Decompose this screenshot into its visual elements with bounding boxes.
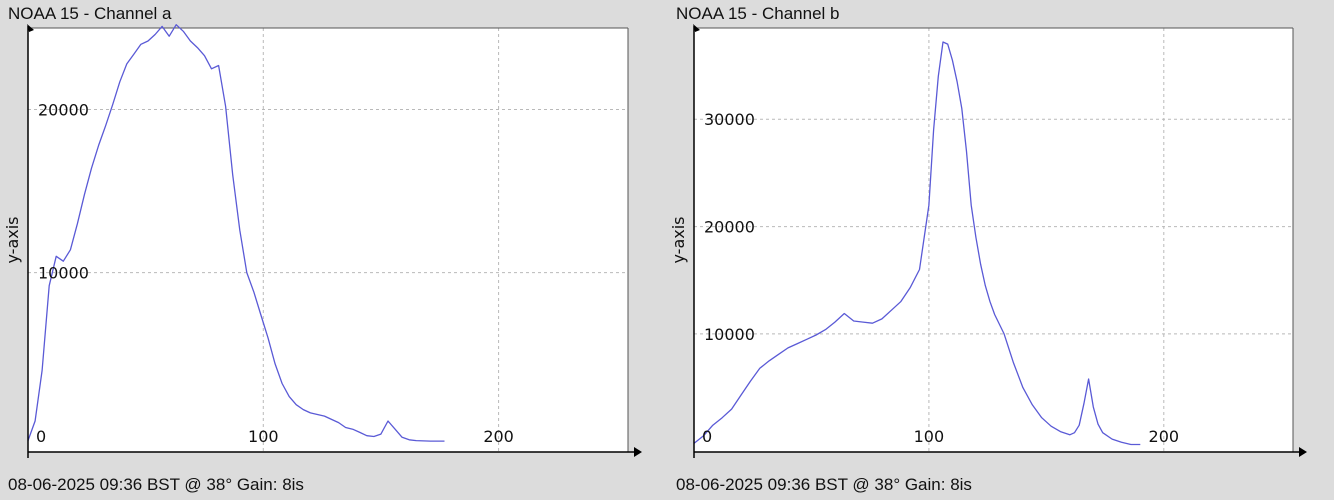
plot-area-channel-a: 0 100 200 10000 20000 y-axis bbox=[3, 24, 642, 458]
plot-background bbox=[694, 28, 1293, 452]
grid bbox=[694, 28, 1293, 452]
y-tick-label: 10000 bbox=[704, 325, 755, 344]
grid bbox=[28, 28, 628, 452]
pass-info-footer: 08-06-2025 09:36 BST @ 38° Gain: 8is bbox=[676, 475, 972, 494]
x-tick-label: 0 bbox=[36, 427, 46, 446]
chart-title: NOAA 15 - Channel b bbox=[676, 4, 840, 23]
y-tick-label: 30000 bbox=[704, 110, 755, 129]
plot-background bbox=[28, 28, 628, 452]
chart-title: NOAA 15 - Channel a bbox=[8, 4, 172, 23]
data-series-line bbox=[693, 41, 1141, 446]
x-tick-label: 200 bbox=[1149, 427, 1180, 446]
chart-panel-channel-a: NOAA 15 - Channel a 0 100 200 10000 20000 y-a… bbox=[0, 0, 660, 500]
y-axis-label: y-axis bbox=[669, 216, 688, 263]
chart-panel-channel-b: NOAA 15 - Channel b 0 100 200 10000 20000 300… bbox=[667, 0, 1334, 500]
plot-area-channel-b: 0 100 200 10000 20000 30000 y-axis bbox=[669, 24, 1307, 458]
y-tick-label: 10000 bbox=[38, 264, 89, 283]
pass-info-footer: 08-06-2025 09:36 BST @ 38° Gain: 8is bbox=[8, 475, 304, 494]
y-tick-label: 20000 bbox=[38, 101, 89, 120]
data-series-line bbox=[27, 24, 445, 442]
y-axis-label: y-axis bbox=[3, 216, 22, 263]
y-tick-label: 20000 bbox=[704, 218, 755, 237]
x-tick-label: 100 bbox=[248, 427, 279, 446]
x-tick-label: 100 bbox=[914, 427, 945, 446]
x-axis-arrow bbox=[634, 447, 642, 457]
x-tick-label: 200 bbox=[483, 427, 514, 446]
x-tick-label: 0 bbox=[702, 427, 712, 446]
x-axis-arrow bbox=[1299, 447, 1307, 457]
y-axis-arrow bbox=[693, 24, 700, 32]
y-axis-arrow bbox=[27, 24, 34, 32]
